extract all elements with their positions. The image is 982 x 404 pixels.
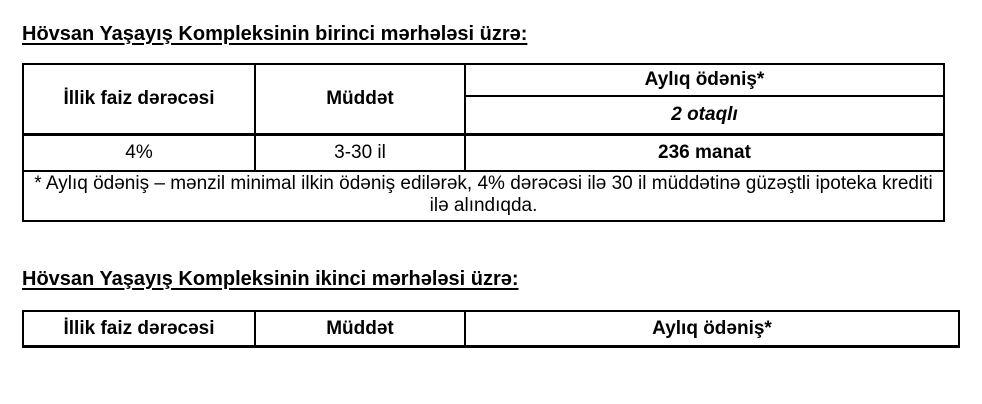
- first-phase-table: İllik faiz dərəcəsi Müddət Aylıq ödəniş*…: [22, 63, 945, 222]
- header-annual-rate: İllik faiz dərəcəsi: [22, 310, 256, 348]
- heading-second-phase: Hövsan Yaşayış Kompleksinin ikinci mərhə…: [22, 268, 519, 290]
- header-monthly-payment: Aylıq ödəniş*: [464, 63, 945, 97]
- first-table-footnote-row: * Aylıq ödəniş – mənzil minimal ilkin öd…: [22, 170, 945, 222]
- heading-first-phase: Hövsan Yaşayış Kompleksinin birinci mərh…: [22, 23, 528, 45]
- cell-monthly-payment: 236 manat: [464, 133, 945, 172]
- first-table-data-row: 4% 3-30 il 236 manat: [22, 133, 945, 172]
- header-annual-rate: İllik faiz dərəcəsi: [22, 63, 256, 136]
- first-table-subheader-row: 2 otaqlı: [23, 95, 945, 136]
- cell-duration: 3-30 il: [254, 133, 466, 172]
- second-phase-table: İllik faiz dərəcəsi Müddət Aylıq ödəniş*: [22, 310, 960, 348]
- cell-annual-rate: 4%: [22, 133, 256, 172]
- second-table-header-row: İllik faiz dərəcəsi Müddət Aylıq ödəniş*: [22, 310, 960, 348]
- header-duration: Müddət: [254, 310, 466, 348]
- first-table-header-row: İllik faiz dərəcəsi Müddət Aylıq ödəniş*: [22, 63, 945, 136]
- header-duration: Müddət: [254, 63, 466, 136]
- subheader-two-rooms: 2 otaqlı: [464, 95, 945, 136]
- header-monthly-payment: Aylıq ödəniş*: [464, 310, 960, 348]
- table-footnote: * Aylıq ödəniş – mənzil minimal ilkin öd…: [22, 170, 945, 222]
- document-page: Hövsan Yaşayış Kompleksinin birinci mərh…: [22, 23, 960, 348]
